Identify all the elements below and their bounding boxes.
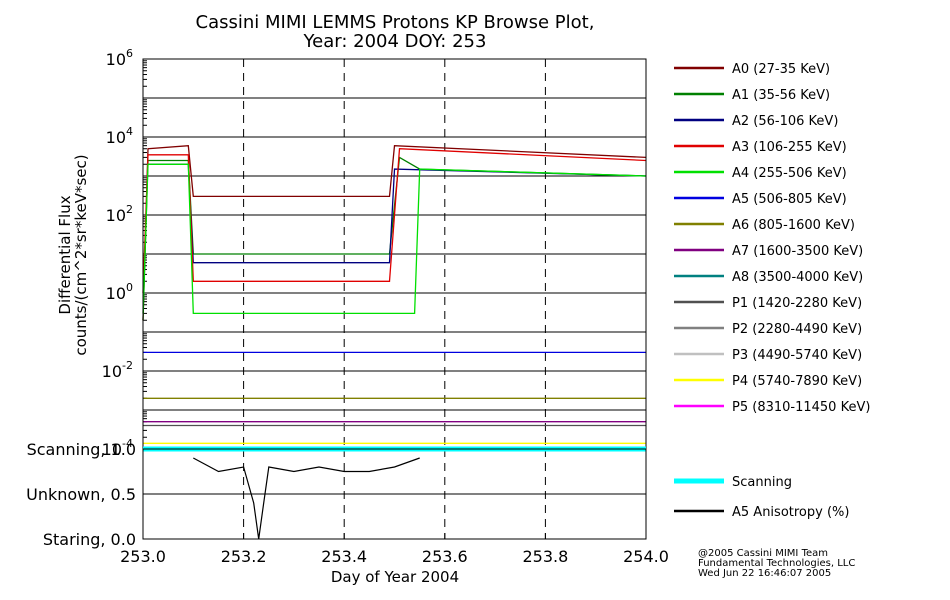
- upper-panel-series: [142, 145, 647, 444]
- series-line: [142, 156, 647, 321]
- legend-label: A8 (3500-4000 KeV): [732, 270, 863, 285]
- chart-subtitle: Year: 2004 DOY: 253: [303, 31, 487, 52]
- lower-panel-grid: [143, 449, 646, 539]
- legend-upper: A0 (27-35 KeV) A1 (35-56 KeV) A2 (56-106 K…: [674, 62, 870, 415]
- lower-panel-frame: [142, 448, 647, 540]
- x-tick-label: 253.2: [221, 547, 267, 566]
- lower-panel-y-ticks: Scanning, 1.0 Unknown, 0.5 Staring, 0.0: [26, 440, 136, 549]
- legend-label: A3 (106-255 KeV): [732, 140, 847, 155]
- upper-panel-y-ticks: 10-4 10-2 100 102 104 106: [102, 47, 133, 459]
- x-tick-label: 253.0: [120, 547, 166, 566]
- y-tick-label: 100: [106, 281, 133, 303]
- lower-y-tick-label: Scanning, 1.0: [27, 440, 136, 459]
- series-line: [142, 163, 647, 315]
- x-axis-label: Day of Year 2004: [331, 568, 459, 586]
- y-axis-label-line1: Differential Flux: [56, 195, 74, 314]
- lower-y-tick-label: Staring, 0.0: [43, 530, 136, 549]
- legend-label: A2 (56-106 KeV): [732, 114, 838, 129]
- x-tick-label: 253.4: [321, 547, 367, 566]
- legend-label: P1 (1420-2280 KeV): [732, 296, 862, 311]
- y-tick-label: 106: [106, 47, 133, 69]
- x-tick-label: 253.8: [522, 547, 568, 566]
- legend-label: A6 (805-1600 KeV): [732, 218, 855, 233]
- series-line: [142, 145, 647, 321]
- legend-label: A1 (35-56 KeV): [732, 88, 830, 103]
- y-tick-label: 10-4: [102, 437, 133, 459]
- series-line: [193, 457, 420, 540]
- y-tick-label: 10-2: [102, 359, 133, 381]
- legend-label: A7 (1600-3500 KeV): [732, 244, 863, 259]
- x-axis-ticks: 253.0 253.2 253.4 253.6 253.8 254.0: [120, 533, 669, 566]
- x-tick-label: 253.6: [422, 547, 468, 566]
- legend-label: P3 (4490-5740 KeV): [732, 348, 862, 363]
- legend-lower: Scanning A5 Anisotropy (%): [674, 475, 849, 520]
- legend-label: A0 (27-35 KeV): [732, 62, 830, 77]
- y-axis-label-line2: counts/(cm^2*sr*keV*sec): [72, 154, 90, 355]
- series-line: [142, 148, 647, 294]
- legend-label: P4 (5740-7890 KeV): [732, 374, 862, 389]
- credit-timestamp: Wed Jun 22 16:46:07 2005: [698, 568, 831, 579]
- x-tick-label: 254.0: [623, 547, 669, 566]
- y-tick-label: 104: [106, 125, 133, 147]
- legend-label: A4 (255-506 KeV): [732, 166, 847, 181]
- credit-company: Fundamental Technologies, LLC: [698, 558, 855, 569]
- credit-team: @2005 Cassini MIMI Team: [698, 548, 828, 559]
- lower-y-tick-label: Unknown, 0.5: [26, 485, 136, 504]
- legend-label: P2 (2280-4490 KeV): [732, 322, 862, 337]
- legend-label: Scanning: [732, 475, 792, 490]
- legend-label: A5 Anisotropy (%): [732, 505, 849, 520]
- legend-label: P5 (8310-11450 KeV): [732, 400, 870, 415]
- chart-title: Cassini MIMI LEMMS Protons KP Browse Plo…: [196, 12, 595, 33]
- legend-label: A5 (506-805 KeV): [732, 192, 847, 207]
- y-tick-label: 102: [106, 203, 133, 225]
